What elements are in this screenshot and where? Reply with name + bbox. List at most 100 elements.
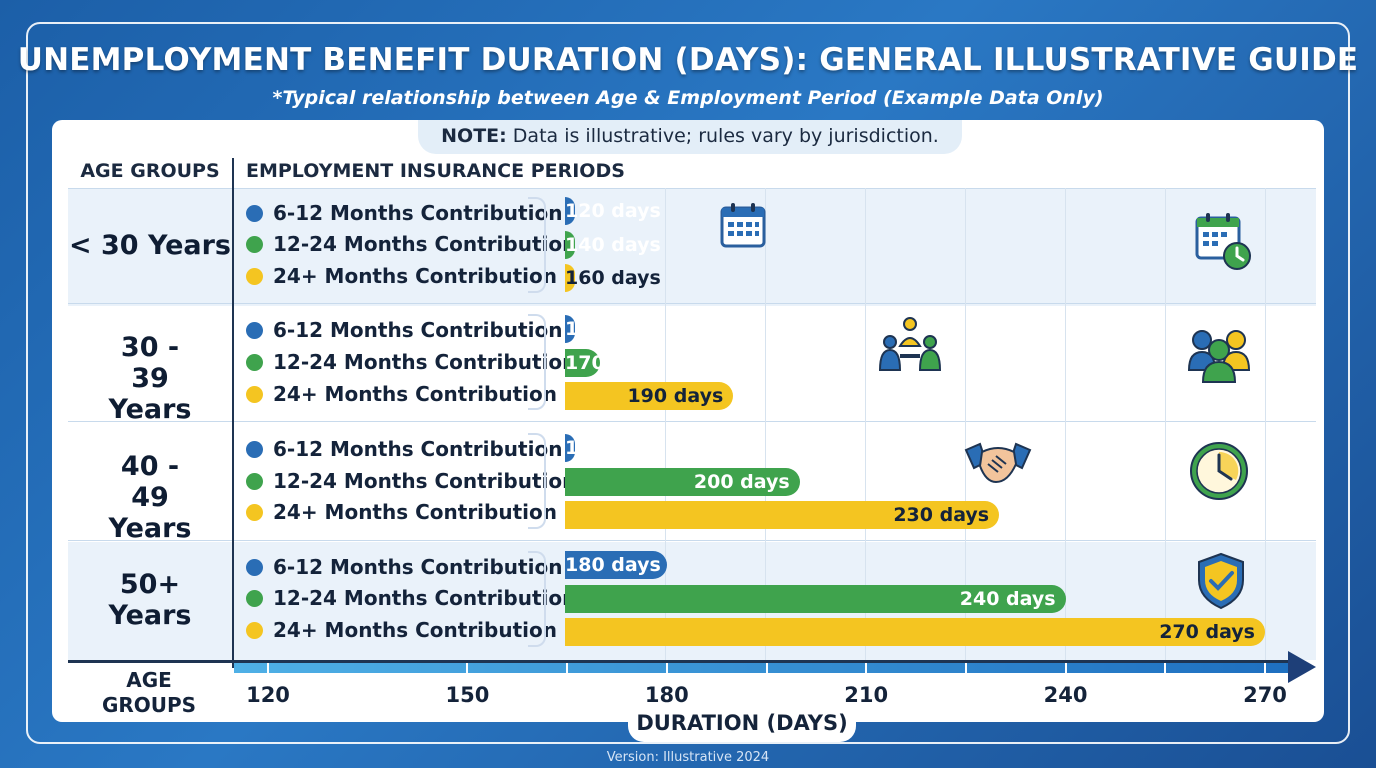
- legend-item: 6-12 Months Contribution: [246, 316, 562, 344]
- team-meeting-icon: [878, 317, 942, 371]
- legend-label: 24+ Months Contribution: [273, 500, 557, 524]
- age-label: < 30 Years: [69, 230, 231, 261]
- legend-item: 12-24 Months Contribution: [246, 584, 576, 612]
- legend-label: 12-24 Months Contribution: [273, 469, 577, 493]
- page-subtitle: *Typical relationship between Age & Empl…: [272, 87, 1104, 109]
- legend-item: 12-24 Months Contribution: [246, 467, 576, 495]
- legend-dot: [246, 205, 263, 222]
- gridline-240: [1065, 188, 1066, 660]
- note-text: Data is illustrative; rules vary by juri…: [512, 125, 939, 147]
- x-tick-mark: [865, 663, 868, 673]
- x-tick-label: 270: [1243, 683, 1287, 707]
- row-separator: [68, 303, 1316, 304]
- outer-frame: [26, 22, 1350, 744]
- legend-label: 6-12 Months Contribution: [273, 201, 563, 225]
- legend-dot: [246, 441, 263, 458]
- legend-dot: [246, 504, 263, 521]
- legend-dot: [246, 622, 263, 639]
- shield-check-icon: [1198, 552, 1244, 610]
- x-minor-tick: [765, 663, 768, 673]
- legend-item: 6-12 Months Contribution: [246, 435, 562, 463]
- row-band-1: [68, 188, 1316, 306]
- x-axis-label: DURATION (DAYS): [628, 706, 856, 742]
- legend-item: 24+ Months Contribution: [246, 380, 557, 408]
- legend-item: 24+ Months Contribution: [246, 498, 557, 526]
- calendar-clock-icon: [1195, 213, 1251, 270]
- legend-dot: [246, 386, 263, 403]
- x-tick-mark: [466, 663, 469, 673]
- bar-2-series-2: 170 days: [565, 349, 661, 377]
- legend-dot: [246, 559, 263, 576]
- row-separator: [68, 540, 1316, 541]
- bar-2-series-1: 140 days: [565, 315, 661, 343]
- legend-brace: [528, 197, 546, 293]
- x-tick-label: 180: [644, 683, 689, 707]
- version-text: Version: Illustrative 2024: [606, 750, 770, 765]
- legend-item: 12-24 Months Contribution: [246, 348, 576, 376]
- legend-dot: [246, 236, 263, 253]
- row-separator: [68, 421, 1316, 422]
- bar-4-series-3: 270 days: [565, 618, 1265, 646]
- legend-item: 24+ Months Contribution: [246, 616, 557, 644]
- x-minor-tick: [1164, 663, 1167, 673]
- bar-2-series-3: 190 days: [565, 382, 734, 410]
- legend-brace: [528, 314, 546, 410]
- gridline-210: [865, 188, 866, 660]
- legend-label: 6-12 Months Contribution: [273, 437, 563, 461]
- x-minor-tick: [964, 663, 967, 673]
- x-tick-label: 120: [246, 683, 290, 707]
- legend-item: 6-12 Months Contribution: [246, 553, 562, 581]
- x-axis-arrow: [1288, 651, 1316, 683]
- bar-4-series-1: 180 days: [565, 551, 667, 579]
- x-tick-mark: [665, 663, 668, 673]
- legend-brace: [528, 551, 546, 647]
- legend-label: 24+ Months Contribution: [273, 264, 557, 288]
- age-groups-footer: AGE GROUPS: [101, 668, 197, 717]
- people-group-icon: [1188, 330, 1251, 383]
- page-title: UNEMPLOYMENT BENEFIT DURATION (DAYS): GE…: [17, 42, 1359, 78]
- age-label: 30 - 39 Years: [108, 332, 192, 425]
- legend-brace: [528, 433, 546, 529]
- x-axis-strip: [234, 663, 1294, 673]
- legend-label: 6-12 Months Contribution: [273, 318, 563, 342]
- x-axis-line: [68, 660, 1290, 663]
- legend-dot: [246, 354, 263, 371]
- legend-label: 24+ Months Contribution: [273, 382, 557, 406]
- x-tick-mark: [1264, 663, 1266, 673]
- periods-header: EMPLOYMENT INSURANCE PERIODS: [246, 160, 625, 182]
- note-banner: NOTE: Data is illustrative; rules vary b…: [418, 120, 962, 154]
- calendar-icon: [720, 203, 766, 248]
- bar-3-series-3: 230 days: [565, 501, 1000, 529]
- legend-label: 12-24 Months Contribution: [273, 232, 577, 256]
- age-label: 40 - 49 Years: [108, 451, 192, 544]
- x-tick-mark: [1064, 663, 1067, 673]
- legend-item: 24+ Months Contribution: [246, 262, 557, 290]
- legend-label: 6-12 Months Contribution: [273, 555, 563, 579]
- bar-4-series-2: 240 days: [565, 585, 1066, 613]
- bar-3-series-2: 200 days: [565, 468, 800, 496]
- clock-icon: [1190, 442, 1248, 500]
- bar-1-series-3: 160 days: [565, 264, 661, 292]
- gridline-255: [1165, 188, 1166, 660]
- legend-label: 12-24 Months Contribution: [273, 586, 577, 610]
- x-minor-tick: [566, 663, 569, 673]
- bar-1-series-1: 120 days: [565, 197, 661, 225]
- legend-label: 12-24 Months Contribution: [273, 350, 577, 374]
- legend-dot: [246, 473, 263, 490]
- handshake-icon: [964, 442, 1032, 484]
- gridline-270: [1265, 188, 1266, 660]
- gridline-180: [665, 188, 666, 660]
- bar-3-series-1: 160 days: [565, 434, 661, 462]
- legend-item: 12-24 Months Contribution: [246, 230, 576, 258]
- y-axis-line: [232, 158, 234, 668]
- age-groups-header: AGE GROUPS: [80, 160, 220, 182]
- x-tick-label: 210: [844, 683, 889, 707]
- x-tick-label: 150: [445, 683, 490, 707]
- x-tick-mark: [267, 663, 269, 673]
- gridline-225: [965, 188, 966, 660]
- legend-item: 6-12 Months Contribution: [246, 199, 562, 227]
- bar-1-series-2: 140 days: [565, 231, 661, 259]
- legend-dot: [246, 590, 263, 607]
- note-label: NOTE:: [441, 125, 507, 147]
- legend-dot: [246, 322, 263, 339]
